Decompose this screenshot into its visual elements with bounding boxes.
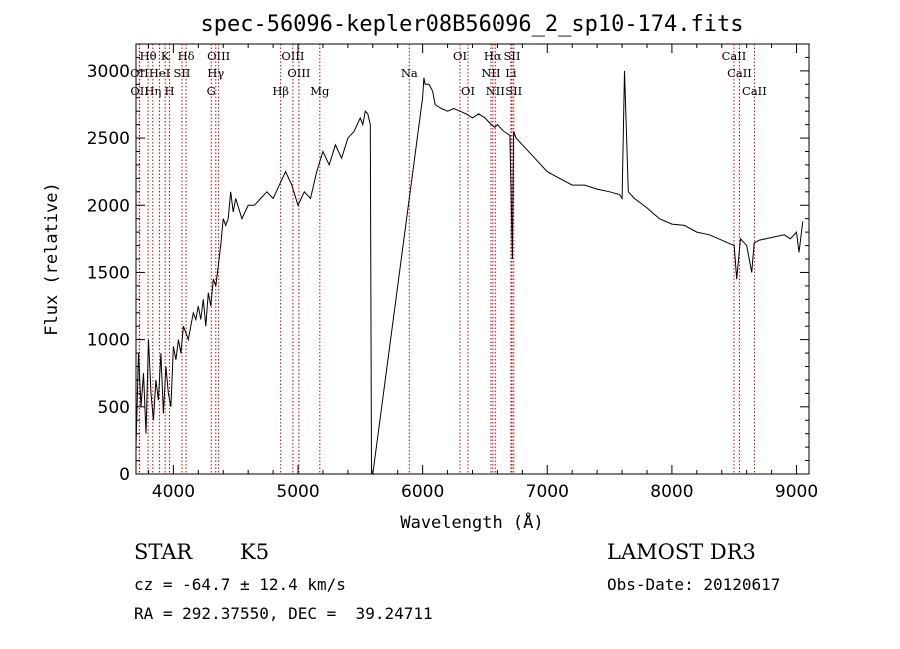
y-tick-label-1000: 1000 [87, 331, 130, 351]
y-tick-label-500: 500 [98, 398, 130, 418]
line-label-7: Hα [484, 49, 502, 63]
line-label-3: OIII [207, 49, 230, 63]
x-axis-ticks: 4000 5000 6000 7000 8000 9000 [147, 44, 818, 502]
subclass: K5 [240, 540, 270, 564]
y-tick-label-2000: 2000 [87, 196, 130, 216]
spectral-line-markers [138, 44, 755, 474]
line-label-11: HeI [149, 66, 170, 80]
line-label-17: CaII [727, 66, 752, 80]
line-label-20: H [165, 84, 175, 98]
y-tick-label-3000: 3000 [87, 62, 130, 82]
spectrum-line [135, 70, 804, 476]
line-label-8: SII [504, 49, 521, 63]
x-tick-label-9000: 9000 [775, 482, 818, 502]
line-label-21: G [207, 84, 216, 98]
y-tick-label-1500: 1500 [87, 263, 130, 283]
line-label-4: OIII [281, 49, 304, 63]
coordinates-text: RA = 292.37550, DEC = 39.24711 [134, 604, 433, 623]
x-tick-label-4000: 4000 [152, 482, 195, 502]
line-label-22: Hβ [272, 84, 289, 98]
y-tick-label-0: 0 [119, 465, 130, 485]
line-label-2: Hδ [178, 49, 195, 63]
line-label-12: SII [174, 66, 191, 80]
x-tick-label-8000: 8000 [650, 482, 693, 502]
line-label-19: Hη [144, 84, 161, 98]
x-axis-label: Wavelength (Å) [400, 511, 543, 533]
line-label-16: Li [505, 66, 517, 80]
line-label-5: Na [401, 66, 418, 80]
line-label-14: OIII [287, 66, 310, 80]
object-class: STAR [134, 540, 193, 564]
line-label-9: CaII [722, 49, 747, 63]
plot-frame [135, 43, 810, 475]
obs-date-text: Obs-Date: 20120617 [607, 575, 781, 594]
line-label-13: Hγ [207, 66, 224, 80]
y-tick-label-2500: 2500 [87, 129, 130, 149]
y-axis-ticks: 0 500 1000 1500 2000 2500 3000 [87, 56, 809, 485]
line-label-24: OI [461, 84, 475, 98]
line-label-1: K [161, 49, 170, 63]
redshift-text: cz = -64.7 ± 12.4 km/s [134, 575, 346, 594]
line-label-25: NII [486, 84, 505, 98]
line-label-18: OII [130, 84, 149, 98]
line-label-26: SII [505, 84, 522, 98]
survey-name: LAMOST DR3 [607, 540, 756, 564]
x-tick-label-5000: 5000 [276, 482, 319, 502]
line-label-6: OI [453, 49, 467, 63]
x-tick-label-6000: 6000 [401, 482, 444, 502]
line-label-23: Mg [310, 84, 330, 98]
x-tick-label-7000: 7000 [526, 482, 569, 502]
chart-title: spec-56096-kepler08B56096_2_sp10-174.fit… [200, 12, 743, 37]
line-label-10: OII [130, 66, 149, 80]
y-axis-label: Flux (relative) [42, 182, 62, 336]
line-label-15: NII [481, 66, 500, 80]
line-label-0: Hθ [140, 49, 157, 63]
line-label-27: CaII [742, 84, 767, 98]
